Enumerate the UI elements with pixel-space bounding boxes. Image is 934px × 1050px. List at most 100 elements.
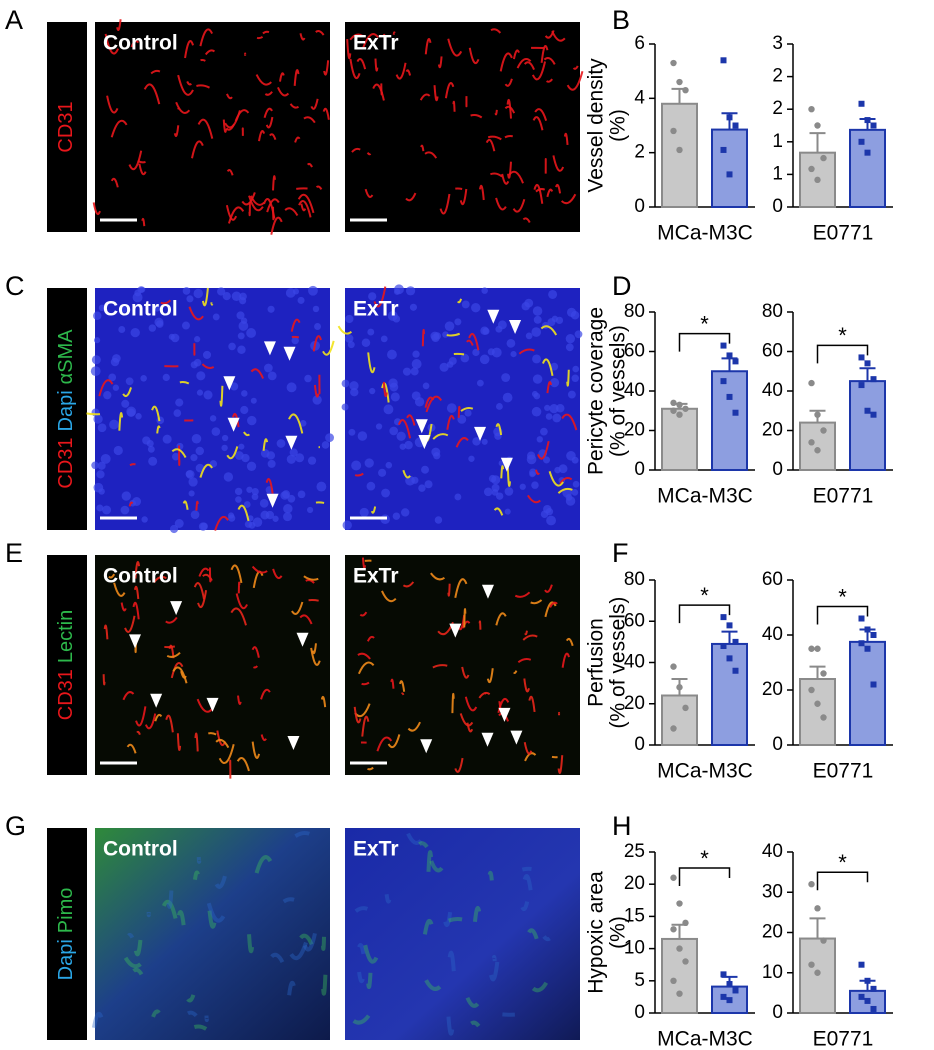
nucleus [196, 371, 206, 381]
nucleus [396, 431, 406, 441]
error-bar [809, 917, 826, 939]
data-point [864, 149, 871, 156]
nucleus [246, 328, 257, 338]
nucleus [367, 328, 375, 336]
stain-word: Dapi [55, 939, 77, 980]
nucleus [558, 464, 568, 474]
x-label: E0771 [813, 1028, 874, 1050]
vessel [122, 387, 132, 398]
vessel [133, 585, 140, 600]
nucleus [430, 331, 440, 341]
vessel [161, 899, 178, 919]
nucleus [344, 334, 354, 343]
vessel [520, 901, 530, 912]
bar [849, 640, 886, 746]
nucleus [495, 403, 503, 410]
x-label: E0771 [813, 485, 874, 508]
nucleus [532, 354, 542, 364]
vessel [188, 306, 204, 321]
arrowhead [474, 426, 487, 441]
data-point [858, 382, 865, 389]
vessel [351, 147, 361, 153]
vessel [489, 961, 500, 982]
nucleus [364, 458, 374, 468]
vessel [485, 138, 496, 152]
vessel [402, 581, 415, 588]
data-point [670, 874, 677, 881]
nucleus [91, 461, 99, 470]
vessel [447, 583, 451, 597]
vessel [486, 668, 494, 684]
arrowhead [227, 417, 240, 432]
nucleus [341, 379, 350, 388]
vessel [294, 136, 301, 143]
y-tick-label: 2 [772, 98, 783, 119]
vessel [160, 299, 172, 305]
vessel [466, 722, 474, 733]
y-tick-label: 25 [624, 841, 645, 862]
nucleus [532, 374, 543, 384]
data-point [670, 127, 677, 135]
nucleus [112, 384, 120, 391]
nucleus [454, 318, 462, 326]
vessel [315, 501, 325, 504]
nucleus [156, 416, 165, 425]
vessel [357, 661, 375, 675]
nucleus [399, 443, 406, 450]
vessel [352, 1014, 371, 1025]
vessel [199, 28, 213, 47]
vessel [141, 217, 146, 227]
vessel [528, 695, 536, 713]
vessel [400, 692, 405, 696]
nucleus [193, 358, 202, 367]
bar [849, 128, 886, 208]
data-point [870, 411, 877, 418]
nucleus [357, 431, 368, 441]
vessel [230, 564, 243, 584]
vessel [252, 570, 264, 589]
data-point [732, 638, 739, 645]
vessel [269, 133, 277, 140]
nucleus [431, 447, 441, 457]
vessel [540, 45, 549, 63]
nucleus [153, 305, 161, 312]
vessel [166, 651, 181, 658]
nucleus [140, 375, 147, 382]
vessel [478, 184, 485, 201]
vessel [359, 611, 368, 617]
vessel [303, 575, 319, 581]
significance-bracket [816, 605, 869, 625]
vessel [102, 674, 106, 686]
vessel [552, 155, 565, 172]
nucleus [250, 397, 257, 404]
nucleus [135, 413, 142, 420]
arrowhead [223, 376, 236, 391]
nucleus [495, 492, 504, 500]
nucleus [385, 461, 393, 469]
nucleus [461, 300, 470, 309]
nucleus [412, 350, 420, 358]
data-point [870, 632, 877, 638]
nucleus [170, 333, 180, 343]
data-point [820, 714, 827, 721]
nucleus [222, 292, 231, 301]
micrograph [95, 828, 330, 1040]
vessel [561, 413, 578, 431]
nucleus [571, 374, 580, 383]
nucleus [524, 298, 534, 308]
vessel [135, 706, 147, 727]
y-tick-label: 40 [624, 652, 645, 673]
vessel [92, 202, 101, 216]
arrowhead [283, 346, 296, 361]
vessel [196, 84, 210, 89]
vessel [419, 93, 431, 101]
nucleus [125, 377, 134, 386]
data-point [864, 117, 871, 124]
vessel [165, 616, 178, 624]
vessel [151, 1009, 161, 1018]
vessel [322, 340, 335, 356]
vessel [527, 494, 541, 504]
bar [661, 102, 698, 208]
vessel [537, 441, 550, 460]
nucleus [414, 397, 425, 407]
